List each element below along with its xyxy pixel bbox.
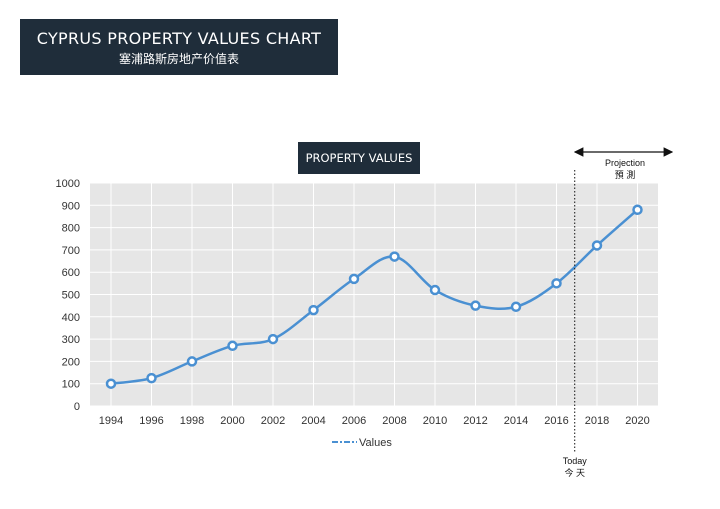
chart-title: PROPERTY VALUES [298, 142, 420, 174]
data-point [146, 372, 157, 384]
x-tick-label: 2006 [342, 415, 366, 427]
grid-lines [90, 182, 658, 407]
y-tick-label: 100 [62, 379, 80, 391]
x-tick-label: 1994 [99, 415, 123, 427]
data-point [632, 204, 643, 216]
y-tick-label: 700 [62, 245, 80, 257]
y-tick-label: 500 [62, 290, 80, 302]
x-tick-label: 2018 [585, 415, 609, 427]
x-tick-label: 2002 [261, 415, 285, 427]
data-point [348, 273, 360, 285]
y-tick-label: 0 [74, 401, 80, 413]
data-point [186, 356, 198, 367]
y-tick-label: 1000 [56, 178, 80, 190]
data-point [308, 304, 319, 316]
x-tick-label: 2004 [301, 415, 325, 427]
projection-label: Projection [605, 158, 645, 168]
data-point [267, 333, 279, 345]
today-label: Today [563, 456, 588, 466]
projection-label-zh: 預 測 [615, 169, 636, 180]
y-tick-label: 800 [62, 223, 80, 235]
y-axis: 0 100 200 300 400 500 600 700 800 900 1000 [56, 178, 80, 413]
title-banner: CYPRUS PROPERTY VALUES CHART 塞浦路斯房地产价值表 [20, 19, 338, 75]
page-subtitle: 塞浦路斯房地产价值表 [118, 52, 239, 66]
y-tick-label: 200 [62, 356, 80, 368]
x-tick-label: 2016 [544, 415, 568, 427]
x-tick-label: 2020 [625, 415, 649, 427]
data-point [389, 251, 400, 262]
legend: Values [332, 437, 392, 449]
x-tick-label: 2000 [220, 415, 244, 427]
x-tick-label: 1996 [139, 415, 163, 427]
y-tick-label: 900 [62, 200, 80, 212]
x-tick-label: 2014 [504, 415, 528, 427]
today-label-zh: 今 天 [564, 467, 585, 478]
data-point [105, 378, 117, 389]
x-axis: 1994 1996 1998 2000 2002 2004 2006 2008 2010 2012… [99, 415, 650, 427]
legend-label: Values [359, 437, 392, 449]
x-tick-label: 2012 [463, 415, 487, 427]
y-tick-label: 600 [62, 267, 80, 279]
x-tick-label: 1998 [180, 415, 204, 427]
data-point [591, 240, 603, 251]
x-tick-label: 2008 [382, 415, 406, 427]
data-point [551, 278, 562, 289]
data-point [429, 284, 441, 296]
data-point [510, 301, 522, 313]
data-points [105, 204, 643, 389]
data-point [470, 300, 481, 311]
y-tick-label: 400 [62, 312, 80, 324]
y-tick-label: 300 [62, 334, 80, 346]
page-title: CYPRUS PROPERTY VALUES CHART [36, 29, 322, 48]
data-point [227, 340, 238, 352]
x-tick-label: 2010 [423, 415, 447, 427]
